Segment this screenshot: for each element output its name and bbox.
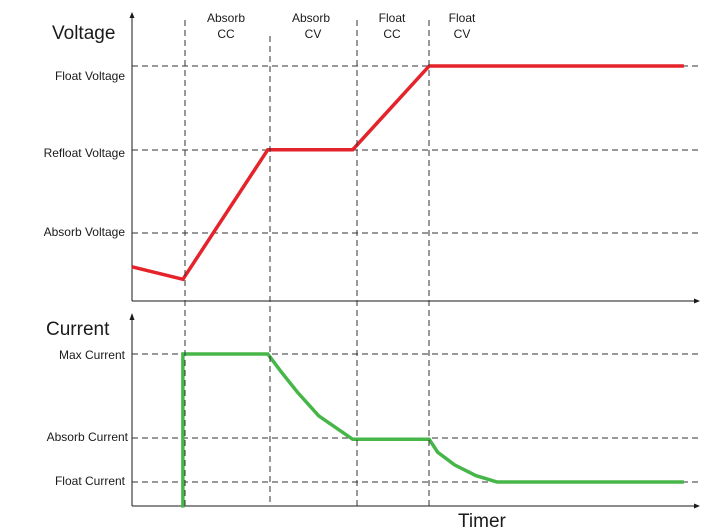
voltage-x-arrow bbox=[694, 298, 700, 304]
x-axis-title-timer: Timer bbox=[458, 511, 507, 531]
voltage-y-arrow bbox=[129, 12, 135, 18]
current-axis-title: Current bbox=[46, 319, 110, 340]
level-label-max-current: Max Current bbox=[59, 348, 126, 362]
current-x-arrow bbox=[694, 503, 700, 509]
voltage-panel: Voltage Float Voltage Refloat Voltage Ab… bbox=[44, 11, 702, 304]
level-label-absorb-current: Absorb Current bbox=[47, 430, 129, 444]
phase-label-absorb-cc-line2: CC bbox=[217, 27, 235, 41]
current-y-arrow bbox=[129, 313, 135, 320]
level-label-float-voltage: Float Voltage bbox=[55, 69, 125, 83]
current-panel: Current Max Current Absorb Current Float… bbox=[46, 313, 702, 531]
phase-boundaries bbox=[184, 20, 430, 506]
level-label-absorb-voltage: Absorb Voltage bbox=[44, 225, 126, 239]
level-label-float-current: Float Current bbox=[55, 474, 126, 488]
phase-label-absorb-cv-line1: Absorb bbox=[292, 11, 330, 25]
phase-label-absorb-cv-line2: CV bbox=[305, 27, 322, 41]
phase-label-float-cv-line1: Float bbox=[449, 11, 476, 25]
phase-label-float-cv-line2: CV bbox=[454, 27, 471, 41]
current-series-line bbox=[181, 352, 684, 508]
voltage-series-line bbox=[131, 64, 684, 282]
voltage-axis-title: Voltage bbox=[52, 23, 115, 44]
level-label-refloat-voltage: Refloat Voltage bbox=[44, 146, 126, 160]
phase-label-float-cc-line2: CC bbox=[383, 27, 401, 41]
phase-label-float-cc-line1: Float bbox=[379, 11, 406, 25]
phase-label-absorb-cc-line1: Absorb bbox=[207, 11, 245, 25]
